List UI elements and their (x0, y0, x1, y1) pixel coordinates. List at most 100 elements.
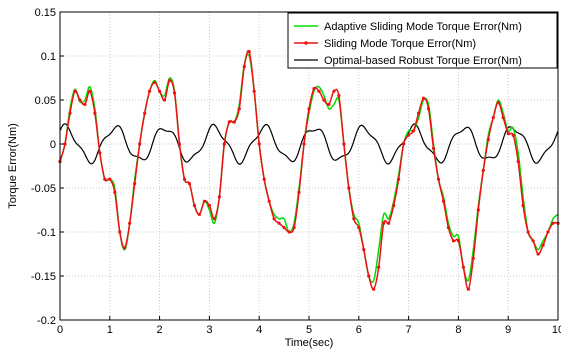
series-point-sliding (317, 89, 321, 93)
series-point-sliding (83, 102, 87, 106)
series-point-sliding (456, 239, 460, 243)
series-point-sliding (282, 226, 286, 230)
y-tick-label: -0.05 (31, 183, 56, 195)
legend: Adaptive Sliding Mode Torque Error(Nm) S… (287, 12, 558, 69)
series-point-sliding (78, 98, 82, 102)
series-point-sliding (177, 142, 182, 146)
series-point-sliding (108, 177, 112, 181)
series-point-sliding (516, 160, 520, 164)
series-point-sliding (312, 87, 316, 91)
series-point-sliding (337, 94, 341, 98)
series-layer (58, 49, 560, 291)
series-point-sliding (441, 199, 446, 203)
legend-label-adaptive: Adaptive Sliding Mode Torque Error(Nm) (324, 21, 522, 33)
series-point-sliding (237, 107, 241, 111)
series-point-sliding (187, 182, 192, 186)
series-point-sliding (551, 221, 555, 225)
legend-label-sliding: Sliding Mode Torque Error(Nm) (324, 38, 476, 50)
x-tick-label: 4 (256, 324, 262, 336)
series-point-sliding (387, 221, 391, 225)
series-point-sliding (212, 217, 216, 221)
series-point-sliding (521, 204, 525, 208)
series-point-sliding (262, 177, 266, 181)
series-point-sliding (307, 107, 311, 111)
series-point-sliding (182, 177, 187, 181)
x-tick-label: 10 (552, 324, 561, 336)
series-point-sliding (287, 230, 291, 234)
legend-box (287, 12, 558, 69)
x-tick-label: 3 (206, 324, 212, 336)
series-point-sliding (267, 199, 271, 203)
series-point-sliding (426, 107, 431, 111)
series-point-sliding (113, 190, 117, 194)
series-point-sliding (227, 120, 231, 124)
series-point-sliding (98, 151, 102, 155)
series-point-sliding (486, 138, 490, 142)
series-point-sliding (362, 248, 366, 252)
series-point-sliding (168, 79, 172, 83)
series-point-sliding (88, 89, 92, 93)
series-point-sliding (501, 116, 505, 120)
series-line-optimal (59, 123, 559, 165)
x-tick-label: 5 (306, 324, 312, 336)
series-point-sliding (347, 186, 351, 190)
series-point-sliding (297, 190, 301, 194)
x-axis-label: Time(sec) (285, 337, 333, 349)
series-point-sliding (526, 230, 530, 234)
series-point-sliding (446, 226, 450, 230)
series-point-sliding (197, 212, 201, 216)
series-point-sliding (68, 111, 72, 115)
series-point-sliding (63, 142, 67, 146)
y-tick-label: -0.1 (37, 227, 56, 239)
series-point-sliding (506, 131, 510, 135)
series-point-sliding (158, 89, 162, 93)
series-point-sliding (192, 204, 197, 208)
series-point-sliding (93, 111, 97, 115)
x-tick-label: 2 (157, 324, 163, 336)
series-point-sliding (252, 89, 256, 93)
y-axis-label: Torque Error(Nm) (7, 123, 19, 209)
series-point-sliding (531, 239, 535, 243)
y-tick-label: 0 (50, 139, 56, 151)
x-tick-label: 0 (57, 324, 63, 336)
series-point-sliding (232, 120, 236, 124)
series-point-sliding (292, 226, 296, 230)
series-point-sliding (496, 101, 500, 105)
series-point-sliding (377, 265, 381, 269)
series-point-sliding (412, 129, 416, 133)
series-point-sliding (436, 177, 441, 181)
series-point-sliding (148, 89, 152, 93)
series-point-sliding (207, 204, 211, 208)
series-point-sliding (541, 243, 545, 247)
series-point-sliding (397, 177, 401, 181)
series-point-sliding (407, 133, 411, 137)
series-point-sliding (277, 221, 281, 225)
series-point-sliding (372, 287, 376, 291)
y-tick-label: 0.15 (35, 7, 56, 19)
series-point-sliding (202, 199, 206, 203)
series-point-sliding (352, 217, 356, 221)
series-point-sliding (461, 265, 465, 269)
series-point-sliding (536, 252, 540, 256)
series-point-sliding (242, 65, 246, 69)
series-point-sliding (257, 142, 261, 146)
series-point-sliding (367, 274, 371, 278)
y-tick-label: -0.15 (31, 271, 56, 283)
series-point-sliding (476, 208, 480, 212)
series-point-sliding (222, 142, 226, 146)
series-point-sliding (163, 98, 167, 102)
series-point-sliding (302, 142, 306, 146)
y-tick-label: 0.1 (41, 51, 56, 63)
series-point-sliding (342, 142, 346, 146)
series-point-sliding (153, 80, 157, 84)
series-point-sliding (511, 133, 515, 137)
series-point-sliding (138, 142, 142, 146)
x-tick-label: 6 (356, 324, 362, 336)
series-point-sliding (272, 217, 276, 221)
series-point-sliding (471, 256, 475, 260)
series-point-sliding (128, 221, 132, 225)
series-point-sliding (402, 142, 406, 146)
legend-label-optimal: Optimal-based Robust Torque Error(Nm) (324, 55, 522, 67)
x-tick-label: 8 (455, 324, 461, 336)
series-point-sliding (431, 146, 436, 150)
